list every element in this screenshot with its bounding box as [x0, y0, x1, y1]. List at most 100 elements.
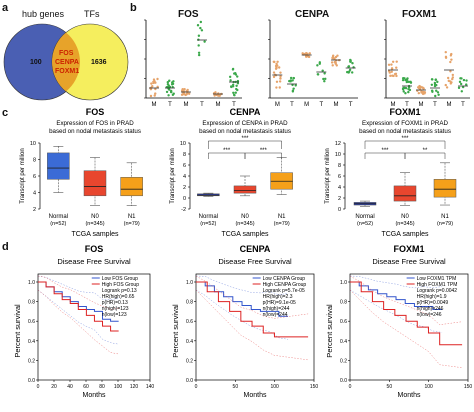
scatter-point	[334, 55, 338, 59]
scatter-group-label: M	[447, 102, 452, 108]
scatter-point	[334, 61, 337, 65]
scatter-point	[445, 86, 449, 89]
scatter-point	[401, 77, 405, 80]
scatter-group-label: T	[461, 102, 465, 108]
scatter-point	[308, 52, 311, 55]
scatter-point	[451, 76, 455, 79]
scatter-point	[275, 80, 279, 83]
panel-label-a: a	[2, 2, 9, 14]
surv-y-tick-label: 0.6	[340, 319, 347, 325]
surv-y-tick-label: 1.0	[28, 280, 35, 286]
box-y-tick-label: 8	[33, 158, 36, 164]
box-y-label: Transcript per million	[170, 148, 176, 203]
box-y-tick-label: 10	[30, 141, 36, 147]
scatter-point	[200, 29, 204, 32]
scatter-point	[409, 81, 413, 84]
scatter-point	[166, 83, 170, 86]
scatter-point	[203, 40, 206, 43]
box-y-tick-label: 12	[335, 141, 341, 147]
scatter-point	[449, 70, 452, 73]
surv-stat: p(HR)=9.1e-05	[263, 300, 296, 306]
scatter-point	[388, 71, 391, 74]
surv-stat: HR(high)=0.65	[102, 294, 135, 300]
scatter-point	[153, 94, 156, 97]
scatter-point	[165, 90, 169, 94]
venn-left-count: 100	[30, 59, 42, 66]
scatter-point	[231, 67, 235, 71]
box-x-label: TCGA samples	[221, 231, 269, 238]
scatter-point	[234, 91, 237, 94]
scatter-point	[348, 70, 351, 73]
scatter-point	[421, 90, 424, 94]
scatter-point	[289, 80, 292, 83]
box-rect	[120, 177, 143, 197]
surv-legend-high: High CENPA Group	[263, 282, 307, 288]
box-rect	[393, 185, 417, 202]
scatter-point	[444, 83, 447, 87]
box-group-label: N1	[128, 214, 136, 220]
sig-stars: ***	[223, 148, 231, 154]
box-y-tick-label: 2	[338, 196, 341, 202]
scatter-group-label: M	[391, 102, 396, 108]
scatter-group-label: T	[232, 102, 236, 108]
scatter-point	[323, 80, 326, 83]
box-y-tick-label: 6	[183, 163, 186, 169]
box-group-label: Normal	[199, 214, 218, 220]
surv-y-tick-label: 0.4	[28, 339, 35, 345]
box-y-tick-label: 8	[183, 152, 186, 158]
box-y-tick-label: 0	[183, 196, 186, 202]
sig-stars: ***	[241, 136, 249, 142]
scatter-point	[278, 86, 281, 89]
surv-y-tick-label: 0.4	[340, 339, 347, 345]
scatter-point	[462, 78, 466, 82]
scatter-point	[197, 44, 200, 47]
scatter-point	[279, 75, 282, 78]
box-y-tick-label: 2	[183, 185, 186, 191]
scatter-point	[395, 74, 398, 78]
surv-title: CENPA	[240, 244, 271, 254]
scatter-point	[197, 53, 201, 57]
surv-stat: n(low)=123	[102, 312, 127, 318]
surv-curve-low-ci-upper	[349, 275, 443, 289]
box-y-label: Transcript per million	[325, 148, 331, 203]
scatter-point	[349, 59, 352, 62]
box-group-count: (n=345)	[235, 221, 254, 227]
scatter-point	[152, 80, 155, 83]
scatter-point	[460, 90, 464, 93]
scatter-point	[236, 82, 240, 85]
surv-curve-high	[38, 281, 119, 332]
surv-x-tick-label: 150	[310, 384, 319, 390]
surv-y-tick-label: 0.2	[340, 358, 347, 364]
scatter-point	[406, 77, 409, 80]
surv-x-tick-label: 20	[51, 384, 57, 390]
surv-curve-high	[350, 281, 463, 346]
scatter-point	[449, 80, 452, 83]
scatter-point	[230, 85, 233, 89]
scatter-point	[437, 93, 440, 97]
box-group-count: (n=52)	[357, 221, 373, 227]
scatter-point	[229, 79, 232, 82]
surv-y-tick-label: 0.0	[340, 378, 347, 384]
surv-legend-low: Low FOS Group	[102, 276, 138, 282]
scatter-point	[392, 74, 395, 78]
scatter-point	[333, 57, 336, 61]
surv-x-tick-label: 150	[464, 384, 473, 390]
venn-right-count: 1636	[91, 59, 107, 66]
surv-curve-low	[196, 281, 289, 317]
surv-y-tick-label: 0.2	[186, 358, 193, 364]
scatter-point	[231, 83, 235, 86]
scatter-point	[307, 55, 311, 59]
scatter-group-label: T	[433, 102, 437, 108]
scatter-title-cenpa: CENPA	[295, 9, 330, 20]
scatter-point	[387, 63, 391, 66]
scatter-point	[331, 54, 335, 57]
scatter-point	[279, 71, 282, 74]
scatter-group-label: T	[290, 102, 294, 108]
surv-legend-high: High FOXM1 TPM	[417, 282, 458, 288]
scatter-point	[274, 67, 278, 71]
scatter-point	[167, 94, 170, 97]
surv-x-tick-label: 80	[99, 384, 105, 390]
box-group-count: (n=345)	[85, 221, 104, 227]
scatter-point	[235, 87, 238, 91]
scatter-point	[407, 86, 411, 89]
